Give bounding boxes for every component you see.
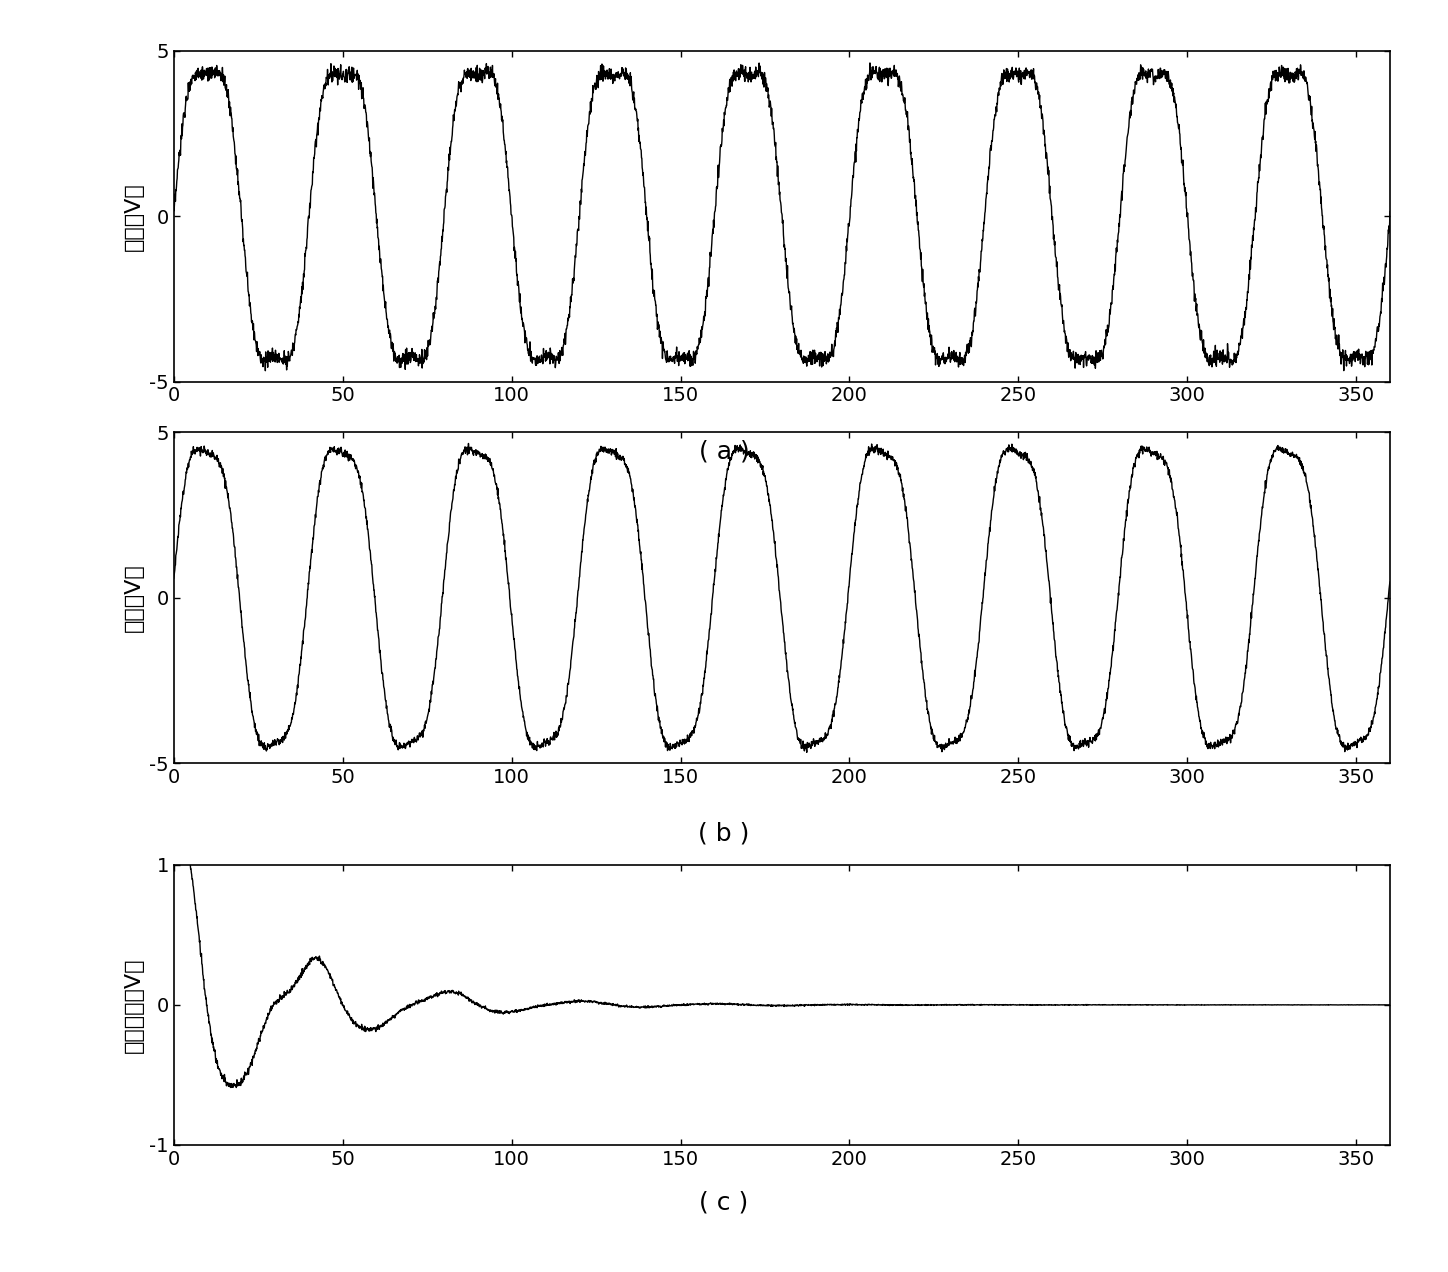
Y-axis label: 电压（V）: 电压（V） [123, 182, 143, 251]
Text: ( b ): ( b ) [698, 822, 750, 845]
Text: ( a ): ( a ) [698, 440, 750, 463]
Text: ( c ): ( c ) [699, 1191, 749, 1213]
Y-axis label: 电压（V）: 电压（V） [123, 563, 143, 632]
Y-axis label: 电压误差（V）: 电压误差（V） [125, 957, 143, 1053]
